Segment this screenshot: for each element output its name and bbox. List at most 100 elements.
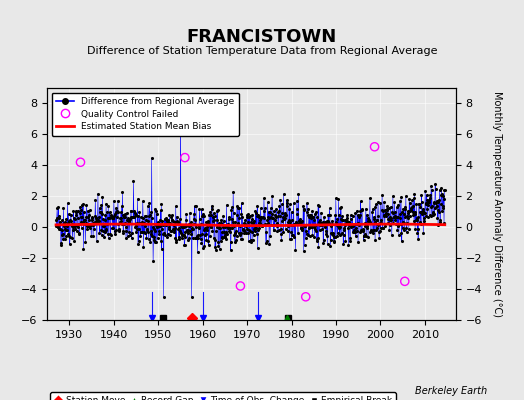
Point bbox=[156, 217, 165, 223]
Point bbox=[242, 222, 250, 229]
Point bbox=[64, 211, 73, 217]
Point bbox=[293, 221, 302, 228]
Point bbox=[140, 229, 148, 235]
Point bbox=[344, 219, 352, 225]
Point bbox=[346, 212, 355, 218]
Point bbox=[233, 212, 242, 218]
Point bbox=[245, 238, 253, 244]
Point bbox=[110, 197, 118, 204]
Point bbox=[330, 234, 338, 240]
Point bbox=[105, 209, 114, 215]
Point bbox=[256, 205, 265, 212]
Point bbox=[56, 226, 64, 232]
Point bbox=[380, 212, 389, 219]
Point bbox=[301, 223, 309, 229]
Point bbox=[97, 232, 106, 239]
Point bbox=[216, 246, 224, 253]
Point bbox=[128, 214, 137, 220]
Point bbox=[304, 212, 312, 218]
Point bbox=[58, 232, 66, 238]
Point bbox=[145, 212, 153, 219]
Point bbox=[179, 224, 187, 230]
Point bbox=[332, 195, 340, 202]
Point bbox=[94, 190, 102, 197]
Point bbox=[107, 215, 116, 221]
Point bbox=[62, 223, 71, 230]
Point bbox=[168, 216, 176, 223]
Point bbox=[339, 217, 347, 224]
Point bbox=[185, 235, 193, 242]
Point bbox=[211, 237, 220, 244]
Point bbox=[169, 229, 178, 235]
Point bbox=[413, 230, 421, 236]
Point bbox=[280, 216, 288, 222]
Point bbox=[409, 212, 418, 218]
Point bbox=[152, 208, 160, 214]
Point bbox=[341, 217, 349, 224]
Point bbox=[107, 212, 115, 218]
Point bbox=[103, 221, 111, 227]
Point bbox=[166, 228, 174, 234]
Point bbox=[238, 236, 246, 242]
Point bbox=[232, 237, 240, 243]
Point bbox=[63, 200, 72, 206]
Point bbox=[300, 207, 308, 214]
Point bbox=[351, 221, 359, 227]
Point bbox=[387, 203, 395, 210]
Point bbox=[156, 207, 165, 213]
Point bbox=[420, 218, 429, 224]
Point bbox=[298, 226, 307, 233]
Point bbox=[321, 218, 330, 225]
Point bbox=[136, 232, 144, 239]
Point bbox=[342, 220, 350, 226]
Point bbox=[193, 249, 202, 256]
Point bbox=[311, 222, 319, 229]
Point bbox=[122, 235, 130, 242]
Point bbox=[406, 208, 414, 214]
Point bbox=[69, 227, 77, 233]
Point bbox=[180, 242, 189, 248]
Point bbox=[129, 178, 138, 184]
Point bbox=[274, 213, 282, 219]
Point bbox=[422, 192, 431, 198]
Point bbox=[279, 214, 287, 220]
Point bbox=[176, 216, 184, 222]
Point bbox=[370, 218, 379, 225]
Point bbox=[324, 212, 332, 218]
Point bbox=[99, 223, 107, 230]
Point bbox=[266, 233, 275, 240]
Point bbox=[154, 234, 162, 241]
Point bbox=[242, 230, 250, 236]
Point bbox=[359, 227, 367, 234]
Point bbox=[99, 228, 107, 234]
Point bbox=[430, 200, 438, 206]
Point bbox=[97, 227, 105, 233]
Point bbox=[432, 203, 441, 209]
Point bbox=[68, 220, 76, 227]
Point bbox=[147, 230, 156, 237]
Point bbox=[224, 225, 233, 231]
Point bbox=[211, 213, 219, 220]
Point bbox=[355, 213, 363, 220]
Point bbox=[152, 211, 161, 217]
Point bbox=[121, 211, 129, 217]
Point bbox=[73, 228, 81, 234]
Point bbox=[153, 224, 161, 230]
Point bbox=[307, 215, 315, 222]
Point bbox=[120, 221, 128, 228]
Point bbox=[322, 231, 331, 237]
Point bbox=[394, 214, 402, 220]
Point bbox=[149, 234, 158, 240]
Point bbox=[77, 214, 85, 220]
Point bbox=[117, 218, 125, 224]
Point bbox=[94, 214, 103, 220]
Point bbox=[289, 221, 298, 228]
Point bbox=[71, 212, 80, 218]
Point bbox=[440, 186, 449, 193]
Point bbox=[423, 213, 432, 220]
Point bbox=[96, 208, 105, 215]
Point bbox=[413, 214, 421, 221]
Point bbox=[202, 237, 211, 244]
Point bbox=[200, 212, 208, 219]
Point bbox=[285, 217, 293, 223]
